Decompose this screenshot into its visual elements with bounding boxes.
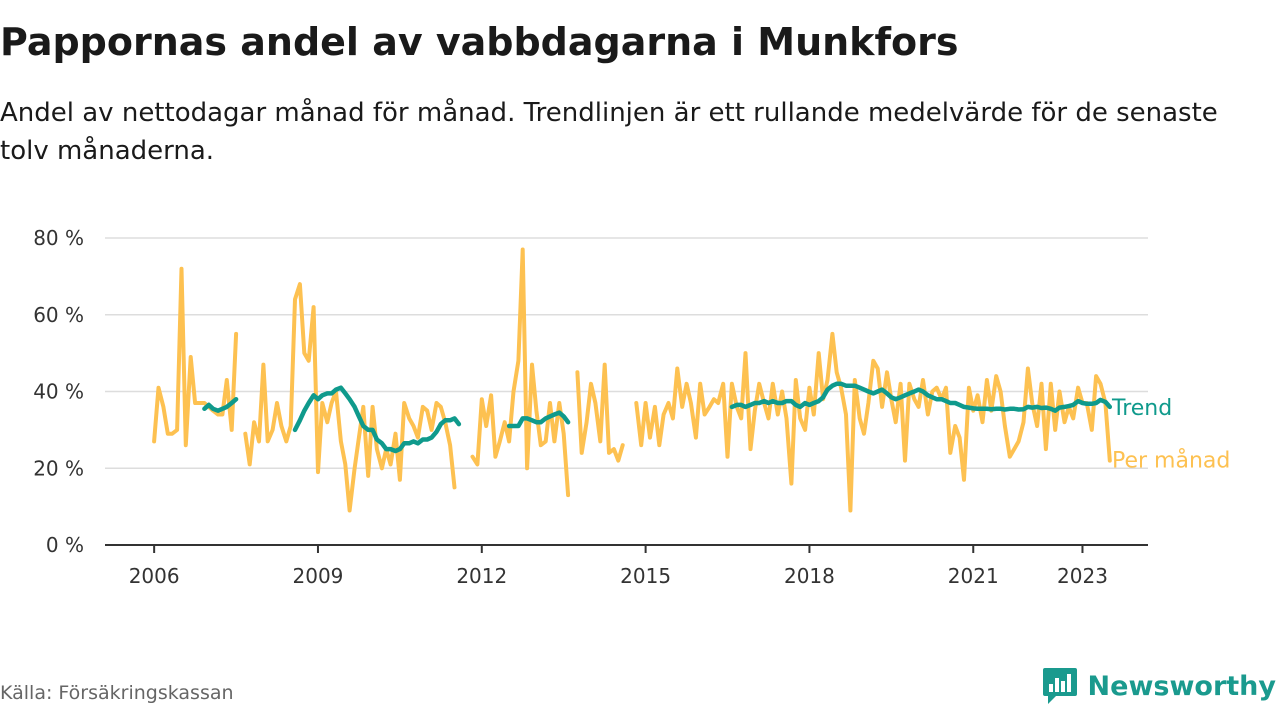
series-segment xyxy=(575,362,625,463)
x-tick-label: 2018 xyxy=(784,564,835,588)
series-segment xyxy=(470,247,571,498)
x-tick-label: 2015 xyxy=(620,564,671,588)
y-tick-label: 60 % xyxy=(33,303,84,327)
chart-subtitle: Andel av nettodagar månad för månad. Tre… xyxy=(0,98,1218,166)
x-tick-label: 2021 xyxy=(948,564,999,588)
x-tick-label: 2009 xyxy=(293,564,344,588)
series-segment xyxy=(292,385,462,454)
series-segment xyxy=(202,396,239,413)
label-per-manad: Per månad xyxy=(1112,448,1230,474)
series-segment xyxy=(506,410,571,429)
series-lines xyxy=(152,247,1113,513)
y-axis-tick-labels: 0 % 20 % 40 % 60 % 80 % xyxy=(33,226,84,557)
brand-name: Newsworthy xyxy=(1087,670,1276,702)
y-tick-label: 0 % xyxy=(46,533,84,557)
source-note: Källa: Försäkringskassan xyxy=(0,682,234,704)
y-tick-label: 80 % xyxy=(33,226,84,250)
trend-line xyxy=(202,381,1113,454)
per-manad-line xyxy=(152,247,1112,513)
page-title: Pappornas andel av vabbdagarna i Munkfor… xyxy=(0,20,959,64)
x-axis-ticks: 2006 2009 2012 2015 2018 2021 2023 xyxy=(129,545,1108,588)
series-segment xyxy=(152,266,239,448)
y-tick-label: 40 % xyxy=(33,380,84,404)
bar-chart-logo-icon xyxy=(1042,668,1077,704)
series-labels: Per månad Trend xyxy=(1111,396,1230,474)
x-tick-label: 2006 xyxy=(129,564,180,588)
grid-lines xyxy=(105,237,1148,469)
x-tick-label: 2012 xyxy=(456,564,507,588)
x-tick-label: 2023 xyxy=(1057,564,1108,588)
brand-logo[interactable]: Newsworthy xyxy=(1042,666,1276,706)
series-segment xyxy=(634,331,1112,513)
label-trend: Trend xyxy=(1111,396,1172,421)
series-segment xyxy=(243,282,457,513)
series-segment xyxy=(729,381,1113,413)
y-tick-label: 20 % xyxy=(33,456,84,480)
